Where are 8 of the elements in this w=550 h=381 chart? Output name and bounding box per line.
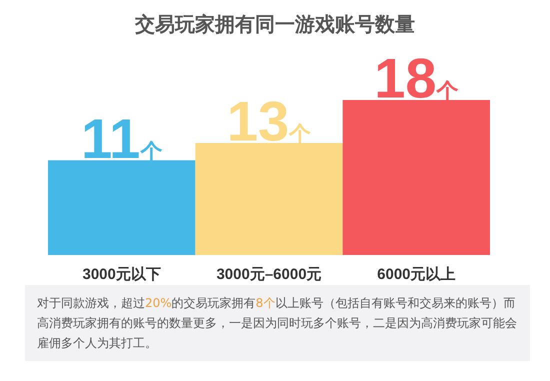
x-tick-label: 3000元以下: [82, 266, 161, 283]
data-label: 18个: [374, 46, 458, 110]
data-label: 11个: [81, 106, 162, 170]
x-tick-label: 3000元–6000元: [216, 266, 322, 283]
x-tick-label: 6000元以上: [377, 266, 456, 283]
chart-title: 交易玩家拥有同一游戏账号数量: [134, 13, 415, 36]
text: 对于同款游戏，超过20%的交易玩家拥有8个以上账号（包括自有账号和交易来的账号）而高消费玩家拥有的账号的数量更多，一是因为同时玩多个账号，二是因为高消费玩家可能会雇佣多个人为其打工。: [37, 296, 517, 350]
data-label: 13个: [226, 90, 312, 153]
